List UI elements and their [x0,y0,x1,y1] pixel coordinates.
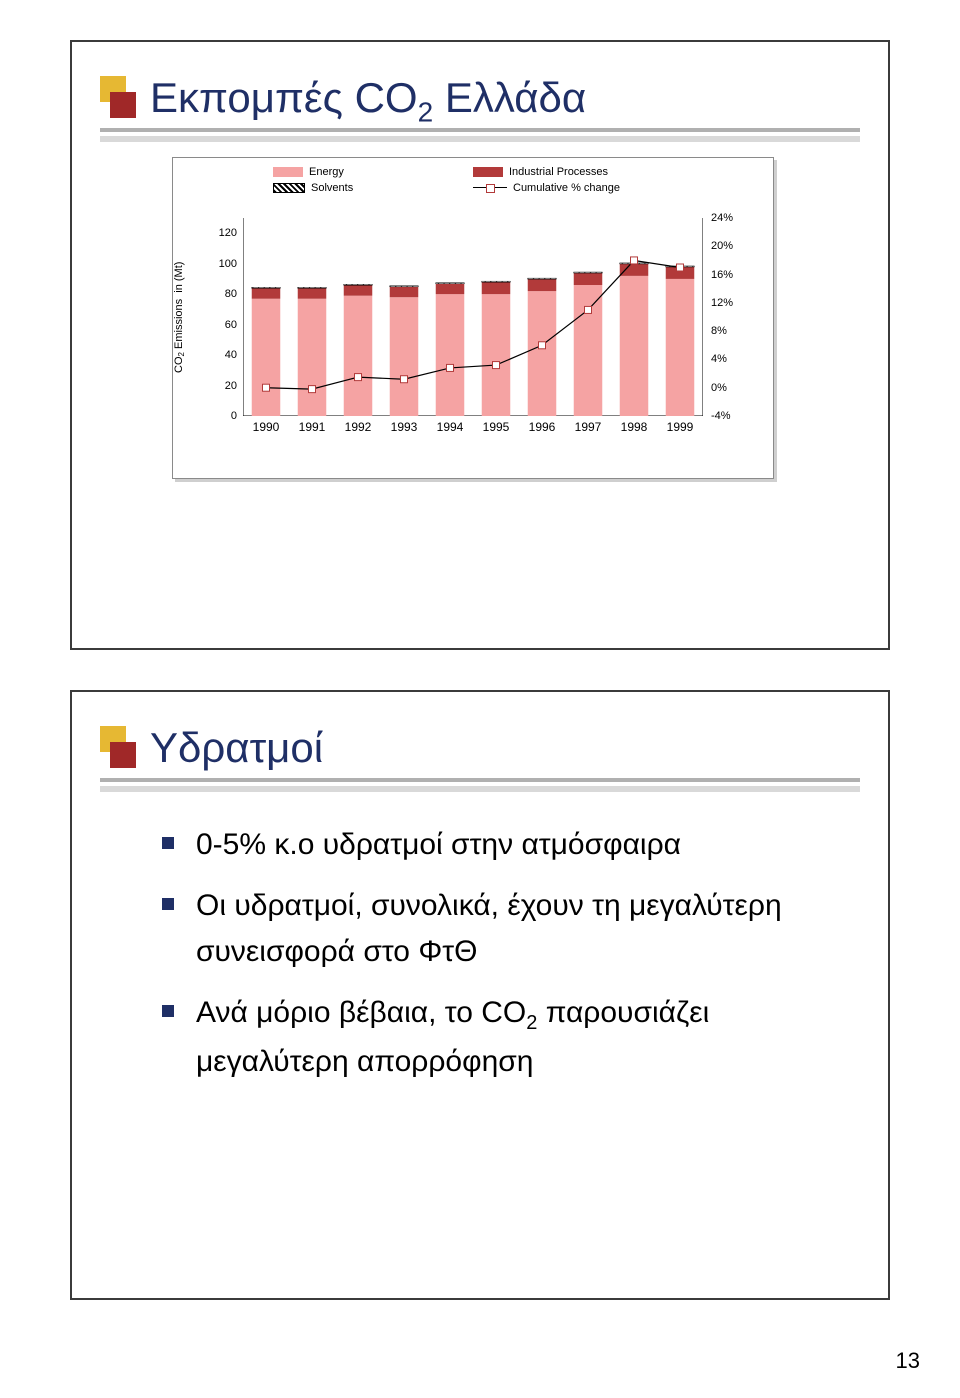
legend-energy-label: Energy [309,166,344,178]
y-axis-ticks: 020406080100120 [211,218,241,416]
bullet-list: 0-5% κ.ο υδρατμοί στην ατμόσφαιρα Οι υδρα… [162,822,828,1099]
y-axis-label: CO2 Emissions in (Mt) [173,218,191,416]
legend-solvents: Solvents [273,182,353,194]
slide2-title: Υδρατμοί [150,724,323,772]
legend-industrial-label: Industrial Processes [509,166,608,178]
bullet-square-icon [162,1005,174,1017]
slide1-title: Εκπομπές CO2 Ελλάδα [150,74,586,128]
bullet-item: Οι υδρατμοί, συνολικά, έχουν τη μεγαλύτε… [162,883,828,976]
chart-container: Energy Industrial Processes Solvents Cum… [172,157,774,479]
chart-plot [243,218,703,416]
swatch-energy [273,167,303,177]
bullet-text: Ανά μόριο βέβαια, το CO2 παρουσιάζει μεγ… [196,996,709,1078]
legend-cumulative: Cumulative % change [473,182,620,194]
bullet-text: 0-5% κ.ο υδρατμοί στην ατμόσφαιρα [196,828,681,861]
y2-axis-ticks: -4%0%4%8%12%16%20%24% [707,218,749,416]
page: Εκπομπές CO2 Ελλάδα Energy Industrial Pr… [0,0,960,1398]
slide-2: Υδρατμοί 0-5% κ.ο υδρατμοί στην ατμόσφαι… [70,690,890,1300]
slide-1: Εκπομπές CO2 Ελλάδα Energy Industrial Pr… [70,40,890,650]
deco-square-red [110,92,136,118]
legend-industrial: Industrial Processes [473,166,608,178]
legend-solvents-label: Solvents [311,182,353,194]
title-underline [100,778,860,788]
legend-energy: Energy [273,166,344,178]
bullet-item: 0-5% κ.ο υδρατμοί στην ατμόσφαιρα [162,822,828,869]
deco-square-red [110,742,136,768]
swatch-solvents [273,183,305,193]
title-decoration [100,70,140,122]
legend-cumulative-label: Cumulative % change [513,182,620,194]
chart-legend: Energy Industrial Processes Solvents Cum… [273,166,673,206]
bullet-square-icon [162,837,174,849]
chart-svg [243,218,703,416]
x-axis-labels: 1990199119921993199419951996199719981999 [243,420,703,438]
swatch-cumulative [473,183,507,193]
title-decoration [100,720,140,772]
bullet-square-icon [162,898,174,910]
bullet-item: Ανά μόριο βέβαια, το CO2 παρουσιάζει μεγ… [162,990,828,1086]
page-number: 13 [896,1348,920,1374]
swatch-industrial [473,167,503,177]
title-underline [100,128,860,138]
bullet-text: Οι υδρατμοί, συνολικά, έχουν τη μεγαλύτε… [196,889,782,969]
